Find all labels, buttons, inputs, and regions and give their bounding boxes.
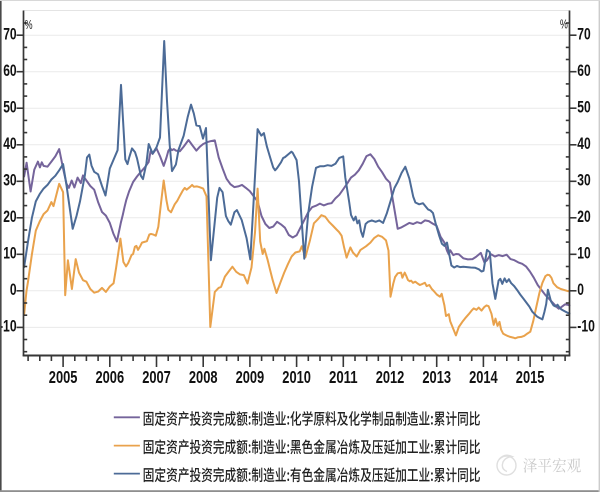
svg-text:2013: 2013 [422,367,451,387]
svg-text:2009: 2009 [236,367,265,387]
svg-text:40: 40 [577,135,590,153]
svg-text:50: 50 [3,98,16,116]
svg-text:2010: 2010 [282,367,311,387]
svg-text:50: 50 [577,98,590,116]
svg-text:0: 0 [10,281,17,299]
svg-text:2014: 2014 [469,367,498,387]
svg-text:20: 20 [577,208,590,226]
svg-text:2006: 2006 [96,367,125,387]
svg-text:%: % [560,18,568,32]
svg-text:2015: 2015 [516,367,545,387]
svg-text:40: 40 [3,135,16,153]
svg-text:70: 70 [577,25,590,43]
svg-text:20: 20 [3,208,16,226]
svg-text:2011: 2011 [329,367,358,387]
svg-text:30: 30 [577,172,590,190]
svg-text:10: 10 [577,245,590,263]
svg-text:2005: 2005 [49,367,78,387]
svg-text:2012: 2012 [376,367,405,387]
svg-text:-10: -10 [577,318,595,336]
svg-text:%: % [25,18,33,32]
svg-text:2007: 2007 [142,367,171,387]
svg-text:70: 70 [3,25,16,43]
svg-text:-10: -10 [0,318,17,336]
svg-text:10: 10 [3,245,16,263]
svg-text:60: 60 [577,62,590,80]
svg-text:2008: 2008 [189,367,218,387]
svg-text:30: 30 [3,172,16,190]
svg-text:0: 0 [577,281,584,299]
svg-text:60: 60 [3,62,16,80]
